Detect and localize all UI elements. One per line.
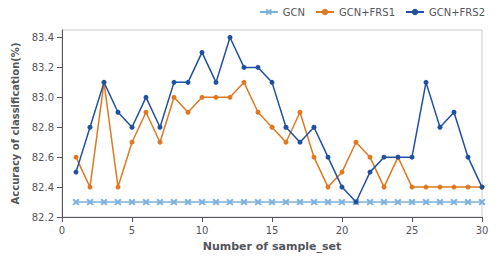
- svg-text:0: 0: [59, 225, 65, 236]
- svg-text:15: 15: [266, 225, 279, 236]
- svg-text:GCN+FRS2: GCN+FRS2: [429, 7, 485, 18]
- svg-text:GCN+FRS1: GCN+FRS1: [339, 7, 395, 18]
- svg-text:83.4: 83.4: [32, 32, 54, 43]
- svg-text:82.4: 82.4: [32, 182, 54, 193]
- svg-text:Number of sample_set: Number of sample_set: [203, 240, 342, 253]
- svg-text:83.2: 83.2: [32, 62, 54, 73]
- svg-text:82.2: 82.2: [32, 212, 54, 223]
- svg-text:10: 10: [196, 225, 209, 236]
- svg-text:82.6: 82.6: [32, 152, 54, 163]
- svg-text:Accuracy of classification(%): Accuracy of classification(%): [10, 43, 21, 205]
- svg-text:20: 20: [336, 225, 349, 236]
- svg-text:5: 5: [129, 225, 135, 236]
- svg-text:GCN: GCN: [283, 7, 305, 18]
- svg-text:25: 25: [406, 225, 419, 236]
- svg-text:83.0: 83.0: [32, 92, 54, 103]
- svg-text:30: 30: [476, 225, 489, 236]
- svg-text:82.8: 82.8: [32, 122, 54, 133]
